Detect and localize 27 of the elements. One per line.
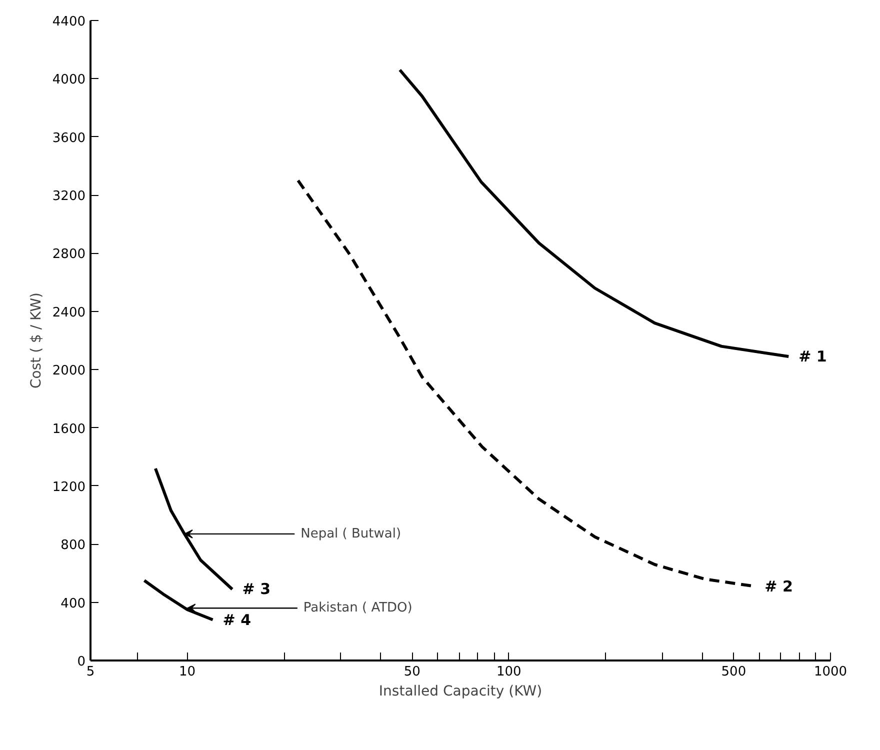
x-tick-label: 5: [86, 664, 95, 680]
line-series: [142, 579, 214, 622]
y-tick-label: 3600: [52, 130, 86, 146]
y-tick-label: 4000: [52, 72, 86, 88]
series-label: # 4: [222, 610, 252, 629]
y-axis-title: Cost ( $ / KW): [28, 292, 44, 388]
y-tick-label: 1200: [52, 480, 86, 495]
y-tick-label: 800: [60, 538, 86, 554]
series-label: # 3: [242, 580, 271, 598]
annotation: Nepal ( Butwal): [300, 526, 402, 542]
y-tick-label: 400: [60, 596, 86, 612]
x-axis-title: Installed Capacity (KW): [378, 684, 542, 700]
x-tick-label: 1000: [814, 664, 848, 680]
y-tick-label: 4400: [52, 14, 86, 30]
annotation: Pakistan ( ATDO): [303, 600, 412, 616]
series-label: # 2: [764, 577, 793, 596]
y-tick-label: 3200: [52, 189, 86, 204]
x-tick-label: 100: [496, 664, 522, 680]
x-tick-label: 500: [721, 664, 746, 680]
y-tick-label: 1600: [52, 422, 86, 437]
y-tick-label: 2000: [52, 364, 86, 379]
y-tick-label: 2800: [52, 247, 86, 262]
x-tick-label: 50: [404, 664, 420, 680]
y-tick-label: 0: [77, 654, 86, 670]
y-tick-label: 2400: [52, 305, 86, 320]
series-label: # 1: [798, 348, 827, 366]
x-tick-label: 10: [179, 664, 196, 680]
